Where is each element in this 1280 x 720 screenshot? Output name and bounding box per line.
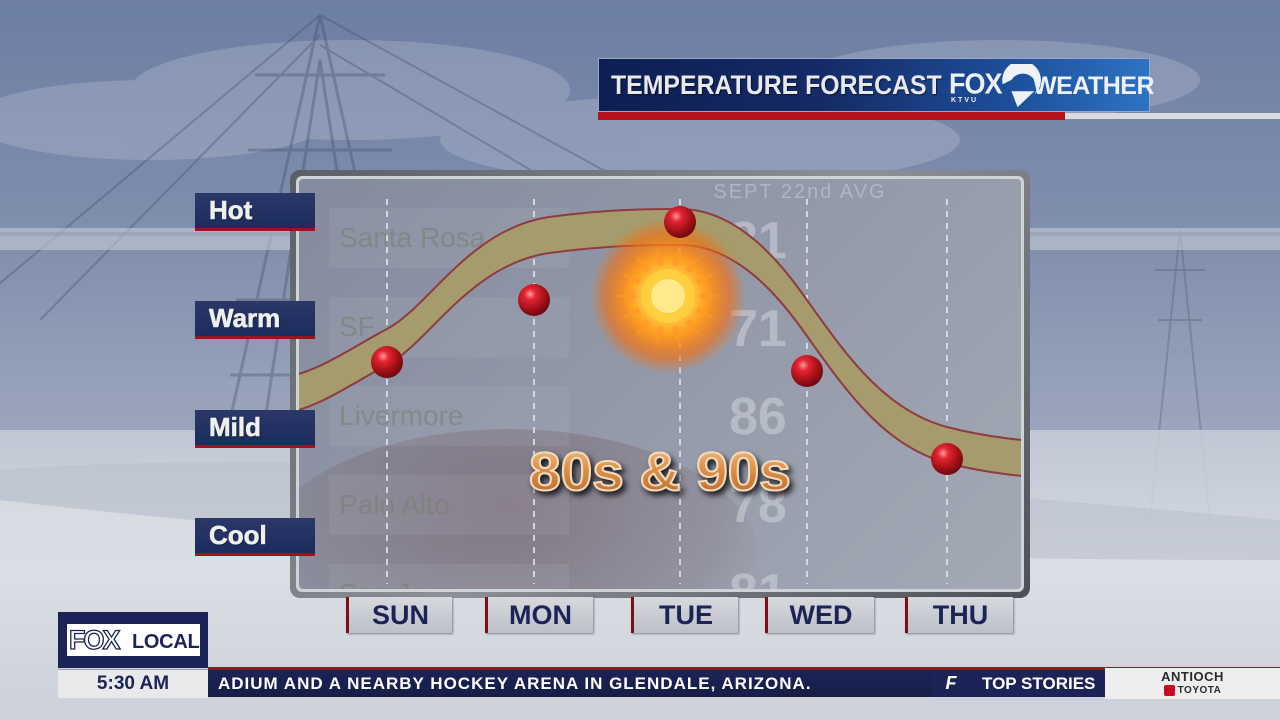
- svg-text:FOX: FOX: [69, 625, 120, 655]
- svg-text:LOCAL: LOCAL: [132, 631, 199, 653]
